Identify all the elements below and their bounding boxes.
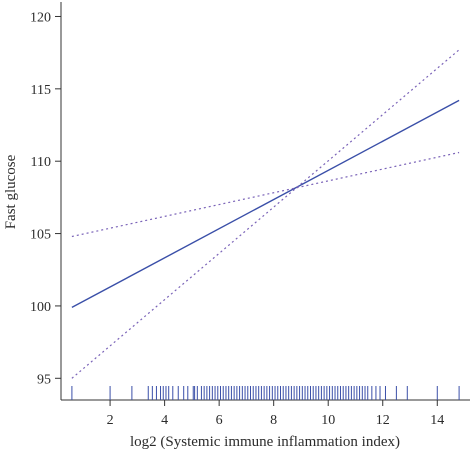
x-tick-label: 10 <box>321 413 335 428</box>
fitted-line <box>71 99 460 309</box>
plot-series <box>71 49 460 379</box>
x-axis-title: log2 (Systemic immune inflammation index… <box>130 434 400 450</box>
x-tick-label: 4 <box>161 413 168 428</box>
x-ticks: 2 4 6 8 10 12 14 <box>107 400 444 428</box>
x-tick-label: 8 <box>270 413 277 428</box>
y-tick-label: 115 <box>31 83 51 98</box>
y-tick-label: 105 <box>30 228 51 243</box>
y-axis-title: Fast glucose <box>3 154 19 229</box>
x-tick-label: 2 <box>107 413 114 428</box>
confidence-bound-line <box>71 151 460 238</box>
x-tick-label: 12 <box>376 413 390 428</box>
rug-marks <box>71 386 460 400</box>
x-tick-label: 14 <box>430 413 444 428</box>
y-tick-label: 120 <box>30 10 51 25</box>
y-ticks: 95 100 105 110 115 120 <box>30 10 61 387</box>
confidence-bound-line <box>71 49 460 379</box>
axes <box>60 2 470 401</box>
x-tick-label: 6 <box>216 413 223 428</box>
y-tick-label: 110 <box>31 155 51 170</box>
y-tick-label: 95 <box>37 372 51 387</box>
y-tick-label: 100 <box>30 300 51 315</box>
